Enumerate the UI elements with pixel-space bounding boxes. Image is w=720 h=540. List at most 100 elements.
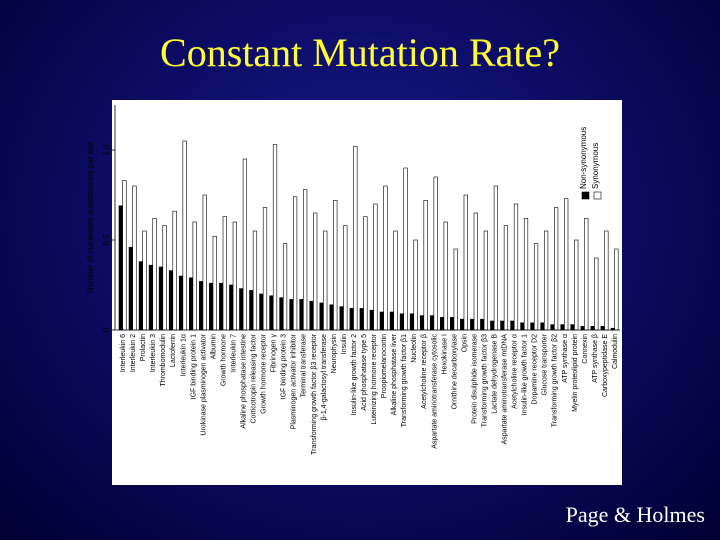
- bar: [463, 194, 468, 331]
- y-tick-label: 0: [102, 327, 111, 332]
- x-tick-label: ATP synthase α: [562, 334, 569, 383]
- x-tick-label: Fibrinogen γ: [271, 334, 278, 373]
- x-tick-label: Glucose transporter: [542, 333, 549, 395]
- x-tick-label: Transforming growth factor β1: [401, 334, 408, 427]
- x-tick-label: Alkaline phosphatase liver: [391, 333, 398, 415]
- bar: [550, 324, 555, 331]
- bar: [419, 315, 425, 331]
- bar: [219, 282, 224, 331]
- bar: [533, 243, 539, 331]
- x-tick-label: Albumin: [210, 334, 217, 359]
- bar: [490, 320, 495, 331]
- x-tick-label: Nucleolin: [411, 334, 418, 363]
- x-tick-label: β-1,4-galactosyl transferase: [321, 334, 328, 421]
- x-tick-label: Insulin: [341, 334, 348, 354]
- x-tick-label: Lactate dehydrogenase B: [492, 334, 499, 414]
- slide-title: Constant Mutation Rate?: [160, 30, 560, 75]
- bar: [584, 218, 589, 331]
- x-tick-label: IGF binding protein 1: [190, 334, 197, 399]
- bar: [209, 282, 214, 331]
- bar: [282, 243, 288, 331]
- bar: [262, 207, 268, 331]
- bar: [182, 140, 187, 331]
- bar: [202, 194, 207, 331]
- bar: [433, 176, 438, 331]
- bar: [363, 216, 368, 331]
- x-tick-label: Opsin: [461, 334, 468, 352]
- bar: [188, 277, 194, 331]
- bar: [212, 236, 217, 331]
- x-tick-label: Insulin-like growth factor 1: [522, 334, 529, 415]
- legend-swatch: [593, 191, 602, 200]
- bar: [313, 212, 318, 331]
- x-tick-label: Ornithine decarboxylase: [451, 334, 458, 410]
- bar: [373, 203, 378, 331]
- bar: [289, 299, 294, 331]
- bar: [168, 270, 174, 331]
- x-tick-label: Aspartate aminotransferase cytosolic: [431, 334, 438, 449]
- bar: [303, 189, 308, 331]
- bar: [178, 275, 184, 331]
- bar: [540, 322, 545, 331]
- legend-label: Non-synonymous: [579, 127, 588, 189]
- bar: [252, 230, 258, 331]
- bar: [574, 239, 579, 331]
- bar: [192, 221, 197, 331]
- y-tick-label: 1.0: [102, 144, 111, 156]
- x-tick-label: Connexin: [582, 334, 589, 364]
- bar: [614, 248, 619, 331]
- x-tick-label: Luteinizing hormone receptor: [371, 333, 378, 424]
- bar: [399, 313, 405, 331]
- bar: [142, 230, 147, 331]
- bar: [483, 230, 488, 331]
- bar: [132, 185, 137, 331]
- bar: [500, 320, 505, 331]
- bar: [480, 318, 485, 331]
- bar: [409, 313, 415, 331]
- credit: Page & Holmes: [566, 502, 705, 527]
- bar: [118, 205, 123, 331]
- bar: [128, 246, 133, 331]
- x-tick-label: Alkaline phosphatase intestine: [241, 334, 248, 429]
- bar: [443, 221, 448, 331]
- x-tick-label: Lactoferrin: [170, 334, 177, 367]
- legend-swatch: [581, 191, 590, 200]
- bar: [594, 257, 599, 331]
- bar: [249, 290, 254, 331]
- bar: [353, 146, 358, 331]
- x-tick-label: Plasminogen activator inhibitor: [291, 333, 298, 429]
- bar: [158, 266, 164, 331]
- x-tick-label: Acetylcholine receptor β: [421, 334, 428, 409]
- x-tick-label: Urokinase plasminogen activator: [200, 333, 207, 435]
- bar: [604, 230, 609, 331]
- bar: [460, 318, 465, 331]
- bar: [439, 317, 445, 331]
- bar: [564, 198, 569, 331]
- bar: [379, 311, 384, 331]
- bar: [272, 144, 278, 331]
- bar: [333, 200, 338, 331]
- x-tick-label: Carboxypeptidase E: [602, 334, 609, 397]
- x-tick-label: ATP synthase β: [592, 334, 599, 383]
- x-tick-label: Hexokinase I: [441, 334, 448, 375]
- bar: [122, 180, 127, 331]
- x-tick-label: Interleukin 1α: [180, 334, 187, 376]
- bar: [600, 326, 605, 331]
- bar: [493, 185, 499, 331]
- bar: [232, 221, 237, 331]
- x-tick-label: Aspartate aminotransferase mtDNA: [502, 334, 509, 445]
- bar: [299, 299, 304, 331]
- bar: [359, 308, 364, 331]
- x-tick-label: Interleukin 2: [130, 334, 137, 372]
- bar: [292, 196, 298, 331]
- bar: [510, 320, 515, 331]
- x-tick-label: Calmodulin: [612, 334, 619, 369]
- x-tick-label: Protein disulphide isomerase: [471, 334, 478, 424]
- bar: [389, 311, 394, 331]
- bar: [162, 225, 167, 331]
- x-tick-label: Terminal transferase: [301, 334, 308, 398]
- bar: [349, 308, 354, 331]
- bar: [152, 218, 157, 331]
